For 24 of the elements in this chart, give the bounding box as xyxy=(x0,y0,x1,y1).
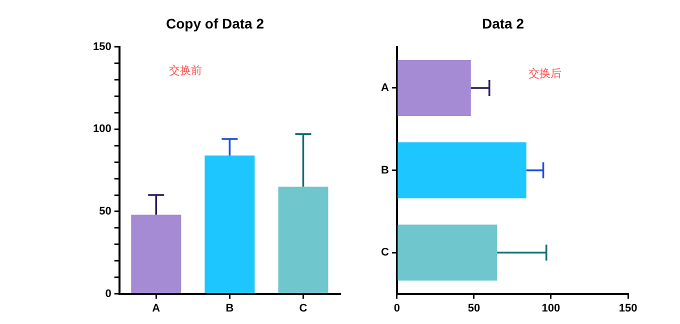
x-tick-label: B xyxy=(226,302,234,314)
x-tick-label: 150 xyxy=(618,302,638,314)
x-tick-label: 50 xyxy=(468,302,480,314)
annotation: 交换前 xyxy=(169,64,202,77)
x-tick-label: 0 xyxy=(394,302,400,314)
annotation: 交换后 xyxy=(528,66,562,80)
y-tick-label: 150 xyxy=(92,40,112,53)
x-tick-label: 100 xyxy=(542,302,560,314)
y-tick-label: A xyxy=(380,82,389,94)
x-tick-label: C xyxy=(299,302,308,314)
y-tick-label: C xyxy=(380,246,389,259)
y-tick-label: 50 xyxy=(99,206,112,218)
bar xyxy=(131,214,182,294)
y-tick-label: B xyxy=(380,164,389,176)
bar xyxy=(398,224,498,281)
y-tick-label: 100 xyxy=(92,123,112,136)
y-tick-label: 0 xyxy=(105,288,112,300)
bar xyxy=(278,186,328,294)
bar xyxy=(398,142,526,198)
bar xyxy=(204,155,255,294)
chart-title: Data 2 xyxy=(482,15,524,32)
bar xyxy=(398,60,471,116)
chart-title: Copy of Data 2 xyxy=(166,15,264,32)
x-tick-label: A xyxy=(152,302,160,314)
